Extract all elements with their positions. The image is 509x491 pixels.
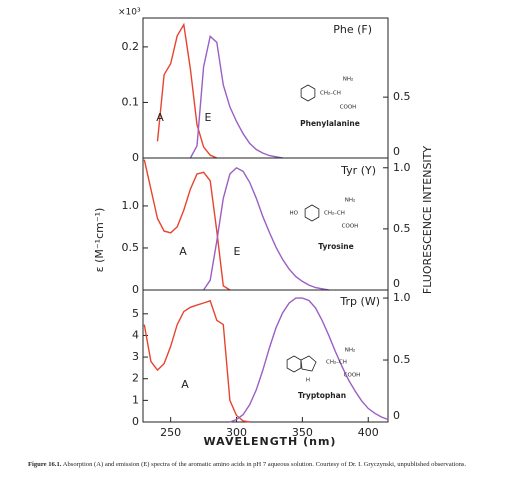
y-tick-label: 0.5: [122, 241, 140, 254]
series-line: [143, 159, 231, 291]
x-axis-label: WAVELENGTH (nm): [204, 435, 337, 448]
x-tick-label: 400: [358, 426, 379, 439]
y-tick-label: 0.2: [122, 40, 140, 53]
series-line: [229, 297, 389, 423]
series-line: [189, 34, 283, 159]
y2-tick-label: 1.0: [393, 161, 411, 174]
structure-label: COOH: [340, 105, 357, 111]
structure-label: CH₂–CH: [320, 91, 341, 97]
y-axis-label: ε (M⁻¹cm⁻¹): [93, 208, 106, 273]
y-tick-label: 0: [132, 283, 139, 296]
y2-tick-label: 1.0: [393, 291, 411, 304]
series-line: [156, 22, 218, 159]
chart: ×10³ ε (M⁻¹cm⁻¹) FLUORESCENCE INTENSITY …: [93, 8, 434, 449]
structure-label: H: [306, 378, 310, 384]
molecule-name: Tyrosine: [318, 242, 353, 251]
caption-label: Figure 16.1.: [28, 461, 62, 468]
structure-label: COOH: [344, 373, 361, 379]
panel-frame: [142, 17, 389, 159]
y2-tick-label: 0: [393, 145, 400, 158]
molecule-name: Phenylalanine: [300, 119, 360, 128]
y-tick-label: 5: [132, 307, 139, 320]
x-tick-label: 300: [226, 426, 247, 439]
benzene-ring: [300, 84, 316, 102]
y2-tick-label: 0.5: [393, 222, 411, 235]
series-line: [203, 166, 329, 291]
y-tick-label: 0: [132, 151, 139, 164]
structure-label: NH₂: [343, 77, 353, 83]
panel-title: Phe (F): [333, 23, 372, 36]
y-tick-label: 0: [132, 415, 139, 428]
y2-axis-label: FLUORESCENCE INTENSITY: [421, 146, 434, 294]
panel-title: Trp (W): [339, 295, 380, 308]
structure-label: CH₂–CH: [326, 360, 347, 366]
caption-text: Absorption (A) and emission (E) spectra …: [62, 461, 467, 468]
series-line: [143, 299, 250, 423]
pyrrole-ring: [300, 355, 317, 372]
y-tick-label: 0.1: [122, 95, 140, 108]
y-tick-label: 2: [132, 372, 139, 385]
panel-frame: [142, 289, 389, 423]
y2-tick-label: 0: [393, 277, 400, 290]
structure-label: CH₂–CH: [324, 211, 345, 217]
y-tick-label: 3: [132, 350, 139, 363]
y-multiplier: ×10³: [118, 8, 141, 18]
caption: Figure 16.1. Absorption (A) and emission…: [28, 461, 483, 469]
y-tick-label: 4: [132, 328, 139, 341]
y2-tick-label: 0: [393, 409, 400, 422]
structure-label: NH₂: [345, 348, 355, 354]
molecule-name: Tryptophan: [298, 391, 346, 400]
benzene-ring: [304, 204, 320, 222]
annotation: E: [234, 245, 241, 258]
annotation: E: [205, 111, 212, 124]
y2-tick-label: 0.5: [393, 353, 411, 366]
y-tick-label: 1: [132, 393, 139, 406]
y2-tick-label: 0.5: [393, 90, 411, 103]
x-tick-label: 250: [160, 426, 181, 439]
annotation: A: [156, 111, 164, 124]
structure-label: HO: [290, 211, 299, 217]
annotation: A: [179, 245, 187, 258]
panel-title: Tyr (Y): [340, 164, 376, 177]
y-tick-label: 1.0: [122, 199, 140, 212]
annotation: A: [181, 378, 189, 391]
structure-label: NH₂: [345, 198, 355, 204]
x-tick-label: 350: [292, 426, 313, 439]
structure-label: COOH: [342, 224, 359, 230]
benzene-ring: [286, 355, 302, 373]
